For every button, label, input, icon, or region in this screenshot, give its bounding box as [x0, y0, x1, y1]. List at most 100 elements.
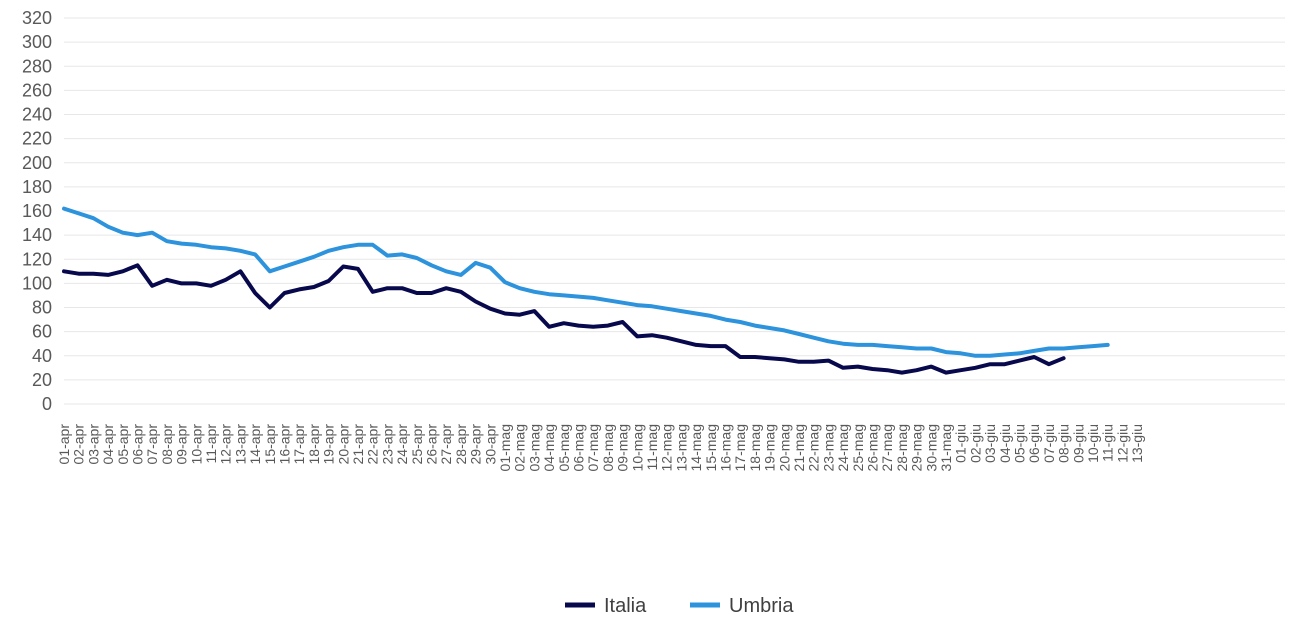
x-tick-label: 28-apr [453, 424, 469, 465]
x-tick-label: 09-apr [174, 424, 190, 465]
x-tick-label: 15-apr [262, 424, 278, 465]
x-tick-label: 20-apr [335, 424, 351, 465]
x-tick-label: 05-apr [115, 424, 131, 465]
gridlines [64, 17, 1285, 405]
x-tick-label: 23-apr [379, 424, 395, 465]
x-tick-label: 16-mag [718, 424, 734, 471]
x-tick-label: 11-giu [1100, 424, 1116, 462]
x-tick-label: 29-apr [468, 424, 484, 465]
y-tick-label: 120 [22, 249, 52, 269]
y-tick-label: 240 [22, 105, 52, 125]
y-tick-label: 0 [42, 394, 52, 414]
y-axis-ticks: 0 20 40 60 80 100 120 140 160 180 200 220 240 260 280 3… [22, 8, 52, 414]
y-tick-label: 40 [32, 346, 52, 366]
x-tick-label: 25-apr [409, 424, 425, 465]
x-tick-label: 22-apr [365, 424, 381, 465]
y-tick-label: 320 [22, 8, 52, 28]
x-tick-label: 07-mag [585, 424, 601, 471]
x-tick-label: 20-mag [776, 424, 792, 471]
x-tick-label: 19-mag [762, 424, 778, 471]
x-tick-label: 02-apr [71, 424, 87, 465]
x-tick-label: 13-apr [232, 424, 248, 465]
x-tick-label: 24-apr [394, 424, 410, 465]
y-tick-label: 20 [32, 370, 52, 390]
legend-label-italia: Italia [604, 595, 647, 617]
x-tick-label: 31-mag [938, 424, 954, 471]
x-tick-label: 08-apr [159, 424, 175, 465]
x-tick-label: 01-mag [497, 424, 513, 471]
y-tick-label: 80 [32, 298, 52, 318]
y-tick-label: 300 [22, 32, 52, 52]
x-tick-label: 07-apr [144, 424, 160, 465]
x-tick-label: 06-giu [1026, 424, 1042, 463]
x-tick-label: 07-giu [1041, 424, 1057, 463]
x-tick-label: 11-mag [644, 424, 660, 470]
x-tick-label: 03-apr [85, 424, 101, 465]
x-tick-label: 19-apr [321, 424, 337, 465]
series-lines [62, 206, 1110, 375]
x-tick-label: 23-mag [820, 424, 836, 471]
x-tick-label: 27-apr [438, 424, 454, 465]
y-tick-label: 180 [22, 177, 52, 197]
x-tick-label: 10-mag [629, 424, 645, 471]
x-tick-label: 06-mag [571, 424, 587, 471]
x-tick-label: 18-mag [747, 424, 763, 471]
x-tick-label: 04-apr [100, 424, 116, 465]
x-tick-label: 25-mag [850, 424, 866, 471]
x-tick-label: 30-apr [482, 424, 498, 465]
x-tick-label: 03-giu [982, 424, 998, 463]
x-tick-label: 09-giu [1070, 424, 1086, 463]
y-tick-label: 60 [32, 322, 52, 342]
x-tick-label: 13-giu [1129, 424, 1145, 463]
x-tick-label: 24-mag [835, 424, 851, 471]
x-tick-label: 18-apr [306, 424, 322, 465]
y-tick-label: 220 [22, 129, 52, 149]
x-tick-label: 30-mag [923, 424, 939, 471]
x-tick-label: 21-mag [791, 424, 807, 471]
y-tick-label: 160 [22, 201, 52, 221]
x-tick-label: 14-apr [247, 424, 263, 465]
x-tick-label: 02-giu [967, 424, 983, 463]
y-tick-label: 280 [22, 56, 52, 76]
series-line-italia [62, 263, 1066, 375]
x-tick-label: 17-apr [291, 424, 307, 465]
x-tick-label: 10-giu [1085, 424, 1101, 463]
y-tick-label: 140 [22, 225, 52, 245]
x-tick-label: 01-apr [56, 424, 72, 465]
x-tick-label: 12-giu [1114, 424, 1130, 463]
x-tick-label: 11-apr [203, 424, 219, 464]
x-tick-label: 01-giu [953, 424, 969, 463]
x-tick-label: 14-mag [688, 424, 704, 471]
x-tick-label: 28-mag [894, 424, 910, 471]
x-tick-label: 02-mag [512, 424, 528, 471]
x-tick-label: 04-mag [541, 424, 557, 471]
x-tick-label: 29-mag [909, 424, 925, 471]
y-tick-label: 200 [22, 153, 52, 173]
x-tick-label: 21-apr [350, 424, 366, 465]
y-tick-label: 100 [22, 273, 52, 293]
x-tick-label: 12-mag [659, 424, 675, 471]
x-tick-label: 27-mag [879, 424, 895, 471]
x-tick-label: 10-apr [188, 424, 204, 465]
x-tick-label: 05-mag [556, 424, 572, 471]
x-tick-label: 26-apr [424, 424, 440, 465]
x-tick-label: 22-mag [806, 424, 822, 471]
x-tick-label: 09-mag [615, 424, 631, 471]
y-tick-label: 260 [22, 80, 52, 100]
x-tick-label: 26-mag [865, 424, 881, 471]
x-tick-label: 04-giu [997, 424, 1013, 463]
x-tick-label: 08-giu [1056, 424, 1072, 463]
x-axis-ticks: 01-apr02-apr03-apr04-apr05-apr06-apr07-a… [56, 424, 1145, 472]
legend: Italia Umbria [565, 595, 794, 617]
x-tick-label: 17-mag [732, 424, 748, 471]
x-tick-label: 12-apr [218, 424, 234, 465]
x-tick-label: 06-apr [130, 424, 146, 465]
x-tick-label: 05-giu [1012, 424, 1028, 463]
series-line-umbria [62, 206, 1110, 358]
x-tick-label: 16-apr [277, 424, 293, 465]
x-tick-label: 15-mag [703, 424, 719, 471]
x-tick-label: 08-mag [600, 424, 616, 471]
x-tick-label: 03-mag [526, 424, 542, 471]
